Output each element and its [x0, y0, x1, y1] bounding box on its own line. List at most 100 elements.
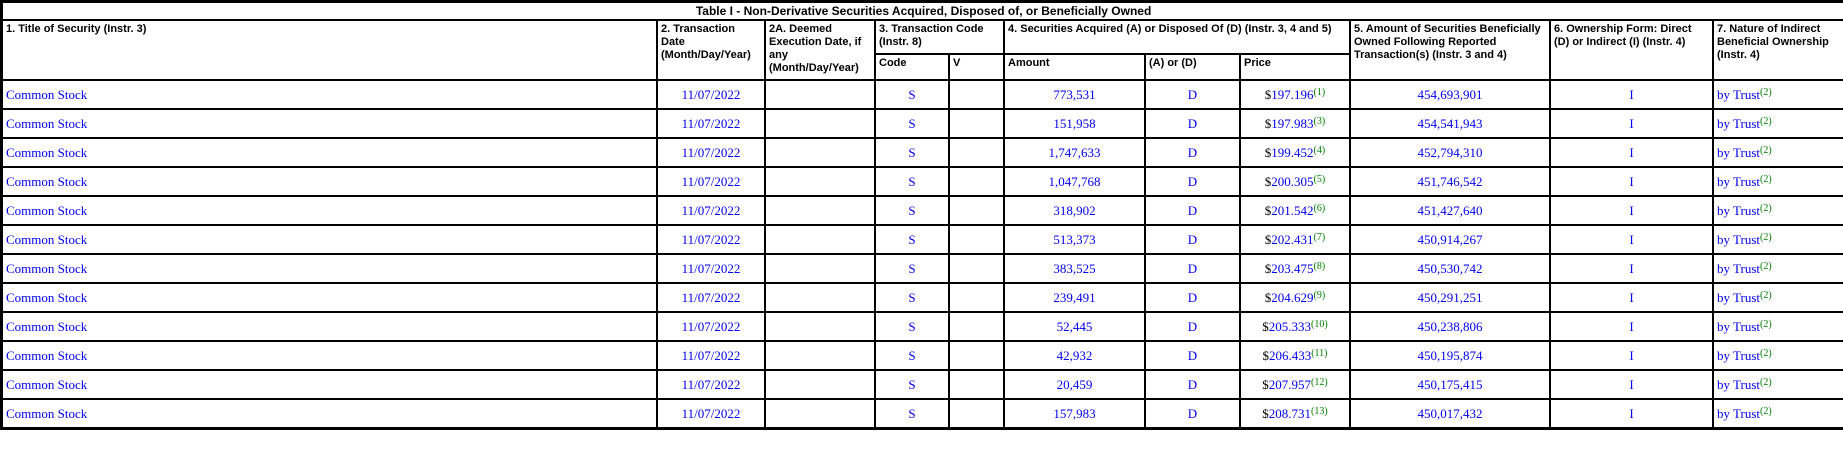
shares-owned-value: 450,914,267: [1417, 231, 1483, 247]
cell-nature-of-ownership: by Trust(2): [1713, 370, 1843, 399]
cell-transaction-code: S: [875, 80, 949, 109]
ownership-form-value: I: [1629, 231, 1634, 247]
price-footnote-ref: (9): [1313, 289, 1326, 301]
transaction-code-value: S: [908, 289, 916, 305]
cell-a-or-d: D: [1145, 167, 1240, 196]
security-title-value: Common Stock: [6, 318, 88, 334]
header-nature-of-ownership: 7. Nature of Indirect Beneficial Ownersh…: [1713, 20, 1843, 80]
cell-transaction-date: 11/07/2022: [657, 138, 765, 167]
cell-title-of-security: Common Stock: [2, 225, 657, 254]
cell-title-of-security: Common Stock: [2, 80, 657, 109]
header-a-or-d: (A) or (D): [1145, 54, 1240, 80]
header-amount-owned-following: 5. Amount of Securities Beneficially Own…: [1350, 20, 1550, 80]
cell-transaction-code: S: [875, 225, 949, 254]
security-title-value: Common Stock: [6, 144, 88, 160]
nature-of-ownership-value: by Trust: [1717, 405, 1760, 421]
ownership-form-value: I: [1629, 115, 1634, 131]
cell-amount: 52,445: [1004, 312, 1145, 341]
cell-amount: 42,932: [1004, 341, 1145, 370]
header-code: Code: [875, 54, 949, 80]
transaction-code-value: S: [908, 347, 916, 363]
cell-transaction-code-v: [949, 109, 1004, 138]
cell-title-of-security: Common Stock: [2, 399, 657, 428]
cell-transaction-date: 11/07/2022: [657, 80, 765, 109]
price-footnote-ref: (13): [1311, 405, 1328, 417]
cell-transaction-code-v: [949, 254, 1004, 283]
header-row-sub: Code V Amount (A) or (D) Price: [2, 54, 1843, 80]
transaction-code-value: S: [908, 318, 916, 334]
header-row-main: 1. Title of Security (Instr. 3) 2. Trans…: [2, 20, 1843, 80]
acquired-disposed-value: D: [1187, 405, 1198, 421]
cell-transaction-code: S: [875, 399, 949, 428]
transaction-code-value: S: [908, 405, 916, 421]
cell-nature-of-ownership: by Trust(2): [1713, 254, 1843, 283]
price-value: 205.333: [1268, 318, 1312, 334]
cell-title-of-security: Common Stock: [2, 312, 657, 341]
cell-transaction-date: 11/07/2022: [657, 283, 765, 312]
cell-price: $204.629(9): [1240, 283, 1350, 312]
price-footnote-ref: (12): [1311, 376, 1328, 388]
amount-value: 1,047,768: [1048, 173, 1101, 189]
amount-value: 157,983: [1053, 405, 1096, 421]
security-title-value: Common Stock: [6, 202, 88, 218]
cell-transaction-code-v: [949, 399, 1004, 428]
amount-value: 318,902: [1053, 202, 1096, 218]
cell-transaction-code-v: [949, 283, 1004, 312]
amount-value: 42,932: [1056, 347, 1093, 363]
ownership-form-value: I: [1629, 260, 1634, 276]
cell-shares-owned-following: 452,794,310: [1350, 138, 1550, 167]
price-currency-symbol: $: [1262, 405, 1269, 421]
table-row: Common Stock 11/07/2022 S 52,445 D $205.…: [2, 312, 1843, 341]
transaction-date-value: 11/07/2022: [681, 318, 741, 334]
transaction-date-value: 11/07/2022: [681, 231, 741, 247]
table-title-row: Table I - Non-Derivative Securities Acqu…: [2, 2, 1843, 20]
cell-transaction-code-v: [949, 370, 1004, 399]
cell-a-or-d: D: [1145, 254, 1240, 283]
cell-shares-owned-following: 454,693,901: [1350, 80, 1550, 109]
price-footnote-ref: (8): [1313, 260, 1326, 272]
table-row: Common Stock 11/07/2022 S 318,902 D $201…: [2, 196, 1843, 225]
cell-deemed-execution-date: [765, 254, 875, 283]
acquired-disposed-value: D: [1187, 289, 1198, 305]
cell-transaction-code-v: [949, 225, 1004, 254]
transaction-date-value: 11/07/2022: [681, 115, 741, 131]
cell-title-of-security: Common Stock: [2, 196, 657, 225]
transaction-date-value: 11/07/2022: [681, 202, 741, 218]
cell-ownership-form: I: [1550, 80, 1713, 109]
cell-shares-owned-following: 450,017,432: [1350, 399, 1550, 428]
cell-transaction-date: 11/07/2022: [657, 341, 765, 370]
cell-a-or-d: D: [1145, 283, 1240, 312]
table-row: Common Stock 11/07/2022 S 239,491 D $204…: [2, 283, 1843, 312]
cell-nature-of-ownership: by Trust(2): [1713, 399, 1843, 428]
cell-ownership-form: I: [1550, 341, 1713, 370]
cell-deemed-execution-date: [765, 196, 875, 225]
header-v: V: [949, 54, 1004, 80]
amount-value: 151,958: [1053, 115, 1096, 131]
cell-transaction-code-v: [949, 341, 1004, 370]
cell-title-of-security: Common Stock: [2, 370, 657, 399]
amount-value: 20,459: [1056, 376, 1093, 392]
transaction-date-value: 11/07/2022: [681, 347, 741, 363]
cell-ownership-form: I: [1550, 196, 1713, 225]
ownership-form-value: I: [1629, 202, 1634, 218]
cell-transaction-code-v: [949, 196, 1004, 225]
cell-deemed-execution-date: [765, 109, 875, 138]
cell-price: $202.431(7): [1240, 225, 1350, 254]
nature-footnote-ref: (2): [1760, 86, 1772, 98]
shares-owned-value: 450,175,415: [1417, 376, 1483, 392]
cell-shares-owned-following: 451,427,640: [1350, 196, 1550, 225]
cell-price: $201.542(6): [1240, 196, 1350, 225]
amount-value: 239,491: [1053, 289, 1096, 305]
transaction-code-value: S: [908, 86, 916, 102]
cell-shares-owned-following: 450,530,742: [1350, 254, 1550, 283]
cell-amount: 20,459: [1004, 370, 1145, 399]
cell-nature-of-ownership: by Trust(2): [1713, 138, 1843, 167]
security-title-value: Common Stock: [6, 347, 88, 363]
cell-deemed-execution-date: [765, 167, 875, 196]
cell-amount: 513,373: [1004, 225, 1145, 254]
header-price: Price: [1240, 54, 1350, 80]
acquired-disposed-value: D: [1187, 202, 1198, 218]
shares-owned-value: 450,017,432: [1417, 405, 1483, 421]
price-footnote-ref: (10): [1311, 318, 1328, 330]
shares-owned-value: 450,530,742: [1417, 260, 1483, 276]
